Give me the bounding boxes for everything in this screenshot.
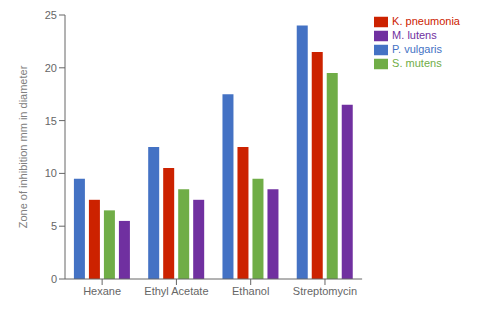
svg-text:5: 5	[51, 220, 57, 232]
svg-text:Zone of inhibition mm in diame: Zone of inhibition mm in diameter	[17, 65, 29, 228]
svg-text:20: 20	[45, 62, 57, 74]
html-text:P. vulgaris: P. vulgaris	[392, 43, 442, 56]
html-text:K. pneumonia: K. pneumonia	[392, 15, 460, 27]
html-text:M. lutens: M. lutens	[392, 29, 437, 42]
svg-text:Streptomycin: Streptomycin	[293, 285, 357, 297]
svg-text:Ethanol: Ethanol	[232, 285, 269, 297]
svg-text:25: 25	[45, 9, 57, 21]
svg-text:15: 15	[45, 115, 57, 127]
html-text:S. mutens: S. mutens	[392, 57, 442, 70]
svg-text:Hexane: Hexane	[83, 285, 121, 297]
svg-text:Ethyl Acetate: Ethyl Acetate	[144, 285, 208, 297]
svg-text:0: 0	[51, 273, 57, 285]
svg-text:10: 10	[45, 167, 57, 179]
